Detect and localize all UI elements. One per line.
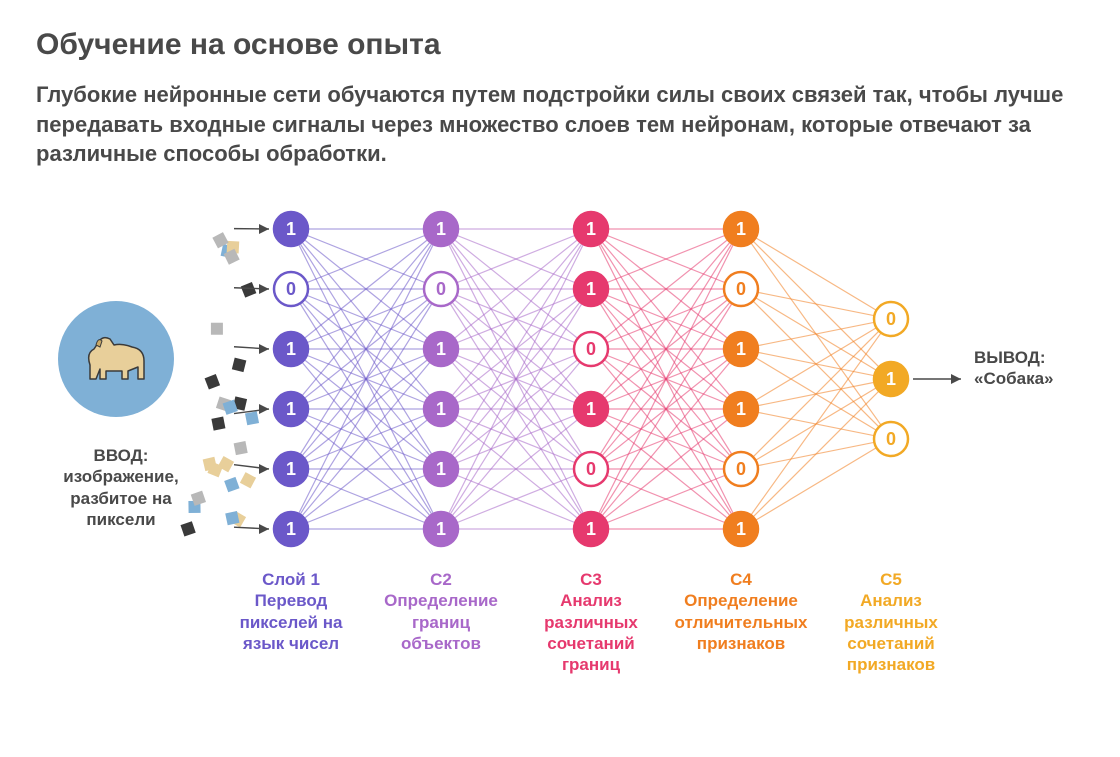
svg-text:1: 1 <box>436 459 446 479</box>
svg-text:1: 1 <box>286 219 296 239</box>
svg-text:1: 1 <box>586 279 596 299</box>
svg-text:0: 0 <box>586 459 596 479</box>
svg-text:0: 0 <box>436 279 446 299</box>
layer-label: С2Определениеграницобъектов <box>361 569 521 654</box>
svg-text:1: 1 <box>436 399 446 419</box>
svg-text:0: 0 <box>736 279 746 299</box>
svg-text:1: 1 <box>286 459 296 479</box>
output-label: ВЫВОД:«Собака» <box>974 347 1084 390</box>
svg-text:0: 0 <box>886 309 896 329</box>
input-label: ВВОД:изображение,разбитое напиксели <box>36 445 206 530</box>
svg-text:1: 1 <box>736 219 746 239</box>
svg-text:1: 1 <box>586 519 596 539</box>
layer-label: С4Определениеотличительныхпризнаков <box>661 569 821 654</box>
svg-text:1: 1 <box>286 519 296 539</box>
svg-text:1: 1 <box>586 399 596 419</box>
layer-label: С5Анализразличныхсочетанийпризнаков <box>811 569 971 675</box>
svg-text:1: 1 <box>736 399 746 419</box>
page-title: Обучение на основе опыта <box>36 28 1084 62</box>
svg-text:1: 1 <box>736 519 746 539</box>
svg-text:1: 1 <box>436 339 446 359</box>
svg-text:0: 0 <box>886 429 896 449</box>
svg-text:0: 0 <box>736 459 746 479</box>
svg-text:1: 1 <box>286 399 296 419</box>
svg-text:1: 1 <box>286 339 296 359</box>
svg-text:1: 1 <box>586 219 596 239</box>
svg-text:1: 1 <box>886 369 896 389</box>
svg-text:1: 1 <box>436 519 446 539</box>
svg-text:0: 0 <box>286 279 296 299</box>
svg-text:0: 0 <box>586 339 596 359</box>
layer-labels-container: Слой 1Переводпикселей наязык чиселС2Опре… <box>36 569 1084 719</box>
svg-text:1: 1 <box>436 219 446 239</box>
page-subtitle: Глубокие нейронные сети обучаются путем … <box>36 80 1084 169</box>
layer-label: С3Анализразличныхсочетанийграниц <box>511 569 671 675</box>
network-diagram: 1 0 1 1 1 1 1 0 1 1 1 1 1 1 0 1 0 1 1 0 1 1 0 1 0 1 0 ВВОД:изображ… <box>36 199 1084 719</box>
layer-label: Слой 1Переводпикселей наязык чисел <box>211 569 371 654</box>
svg-text:1: 1 <box>736 339 746 359</box>
